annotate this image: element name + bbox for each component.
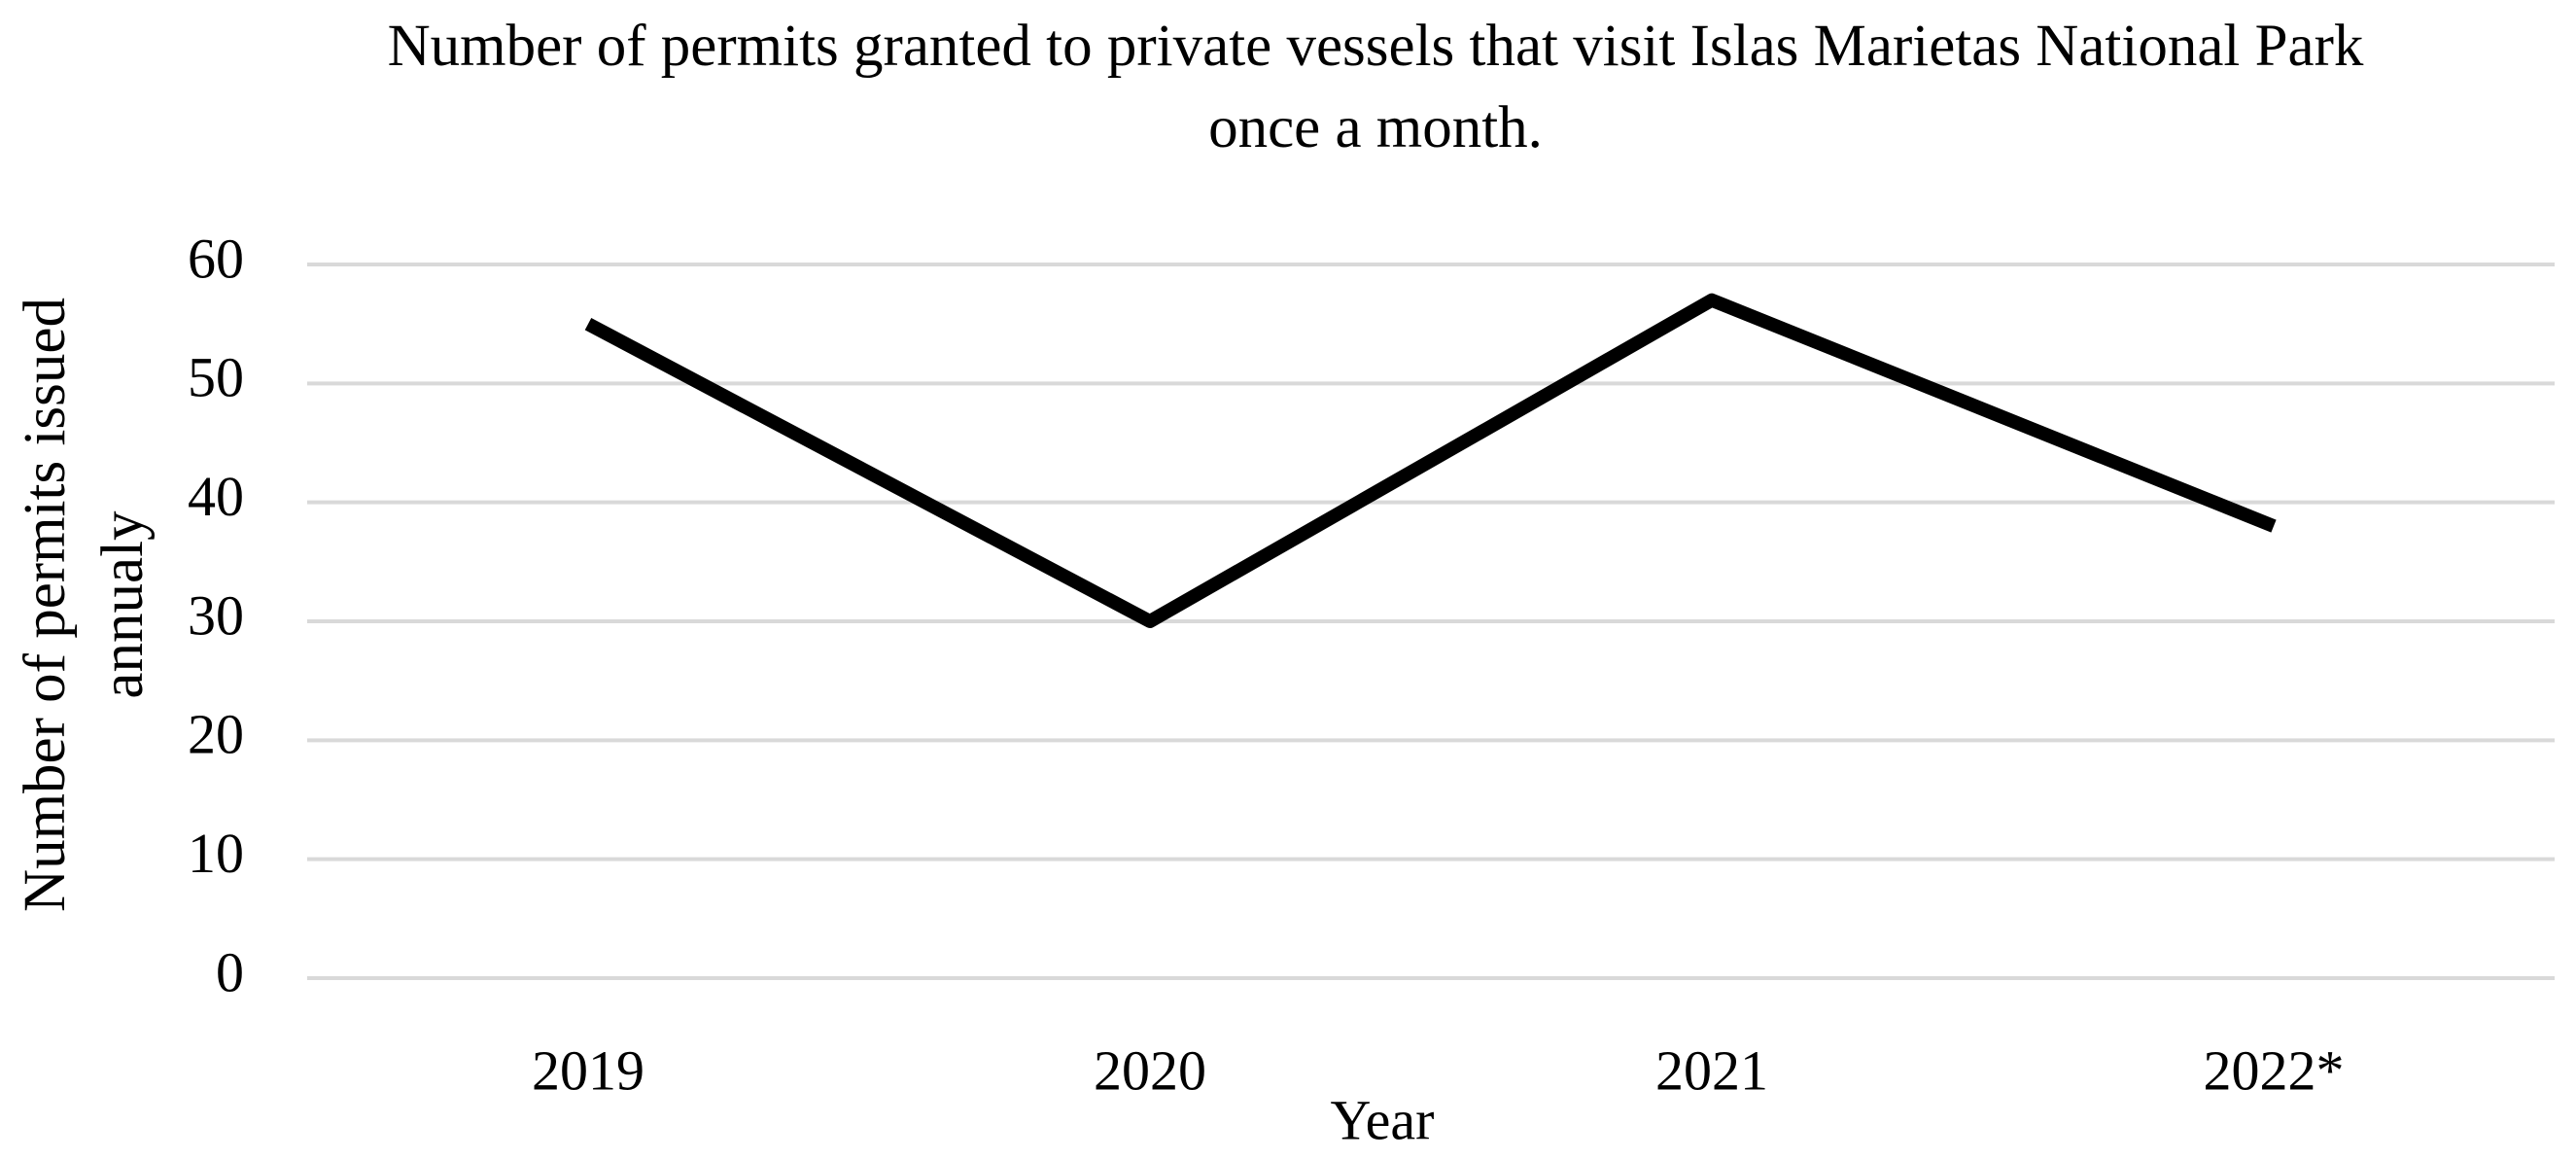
y-axis-label: Number of permits issued annualy [13, 298, 156, 912]
y-tick-label: 30 [188, 583, 244, 647]
x-tick-label: 2019 [532, 1038, 644, 1102]
y-tick-label: 60 [188, 227, 244, 290]
x-tick-label: 2021 [1655, 1038, 1768, 1102]
y-tick-label: 50 [188, 346, 244, 409]
y-tick-label: 0 [216, 940, 244, 1003]
y-tick-label: 40 [188, 465, 244, 528]
x-tick-label: 2020 [1094, 1038, 1206, 1102]
y-tick-label: 10 [188, 822, 244, 885]
x-tick-label: 2022* [2204, 1038, 2345, 1102]
line-series [584, 293, 2277, 628]
x-axis-label: Year [1331, 1088, 1435, 1151]
chart-title: Number of permits granted to private ves… [387, 14, 2364, 160]
y-tick-label: 20 [188, 703, 244, 766]
